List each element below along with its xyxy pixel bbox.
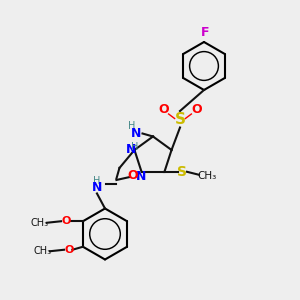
- Text: N: N: [92, 181, 102, 194]
- Text: S: S: [177, 165, 187, 179]
- Text: O: O: [191, 103, 202, 116]
- Text: F: F: [201, 26, 210, 40]
- Text: H: H: [131, 142, 139, 152]
- Text: CH₃: CH₃: [33, 246, 52, 256]
- Text: H: H: [128, 121, 136, 130]
- Text: O: O: [65, 245, 74, 255]
- Text: N: N: [136, 170, 147, 183]
- Text: O: O: [158, 103, 169, 116]
- Text: CH₃: CH₃: [197, 171, 217, 181]
- Text: H: H: [93, 176, 100, 187]
- Text: CH₃: CH₃: [30, 218, 49, 228]
- Text: N: N: [131, 127, 142, 140]
- Text: O: O: [128, 169, 138, 182]
- Text: O: O: [62, 216, 71, 226]
- Text: S: S: [175, 112, 185, 128]
- Text: N: N: [126, 143, 136, 157]
